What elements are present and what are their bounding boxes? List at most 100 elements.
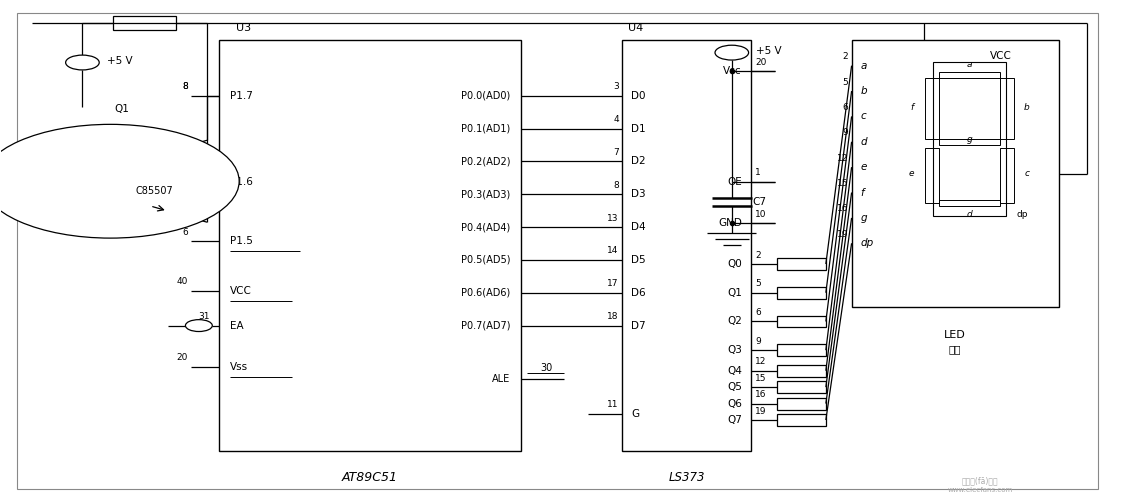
Text: D2: D2 (631, 156, 646, 166)
Text: b: b (1025, 103, 1030, 112)
Text: 8: 8 (182, 82, 187, 91)
Text: Q0: Q0 (728, 259, 742, 269)
Text: 5: 5 (843, 77, 849, 87)
Text: AT89C51: AT89C51 (342, 472, 398, 485)
Text: P0.6(AD6): P0.6(AD6) (461, 288, 510, 298)
Text: 13: 13 (608, 214, 619, 223)
Text: 20: 20 (756, 58, 767, 66)
Bar (1000, 148, 1013, 203)
Text: 19: 19 (836, 230, 849, 239)
Bar (777, 365, 826, 376)
Text: 17: 17 (608, 279, 619, 288)
Bar (938, 139, 1000, 145)
Text: 9: 9 (843, 128, 849, 137)
Text: 20: 20 (176, 353, 187, 362)
Bar (777, 287, 826, 299)
Text: 16: 16 (836, 204, 849, 213)
Text: 19: 19 (756, 407, 767, 416)
Bar (777, 414, 826, 426)
Text: P0.0(AD0): P0.0(AD0) (461, 91, 510, 101)
Bar (777, 398, 826, 410)
Text: 15: 15 (756, 374, 767, 383)
Text: Vss: Vss (230, 362, 249, 372)
Text: D0: D0 (631, 91, 646, 101)
Text: D7: D7 (631, 320, 646, 330)
Text: P0.1(AD1): P0.1(AD1) (461, 124, 510, 133)
Text: e: e (861, 162, 867, 172)
Text: www.elecfans.com: www.elecfans.com (947, 488, 1013, 494)
Text: 12: 12 (756, 357, 767, 367)
Bar (777, 258, 826, 270)
Text: 31: 31 (198, 312, 210, 321)
Text: 1: 1 (756, 169, 761, 178)
Text: 18: 18 (608, 312, 619, 321)
Text: 電子發(fā)燒友: 電子發(fā)燒友 (962, 476, 999, 485)
Text: 9: 9 (756, 337, 761, 346)
Text: +5 V: +5 V (757, 46, 782, 56)
Text: Q5: Q5 (728, 382, 742, 392)
Text: 12: 12 (837, 154, 849, 163)
Text: f: f (861, 187, 864, 197)
Text: P0.7(AD7): P0.7(AD7) (461, 320, 510, 330)
Text: C85507: C85507 (135, 186, 173, 196)
Text: 2: 2 (843, 52, 849, 61)
Text: Vcc: Vcc (723, 66, 742, 76)
Text: 7: 7 (613, 148, 619, 157)
Text: D1: D1 (631, 124, 646, 133)
Text: dp: dp (1017, 210, 1028, 219)
Text: c: c (861, 112, 867, 122)
Text: D3: D3 (631, 189, 646, 199)
Text: G: G (631, 409, 639, 419)
Text: LS373: LS373 (668, 472, 705, 485)
Text: 3: 3 (613, 82, 619, 91)
Text: b: b (861, 86, 868, 96)
Text: VCC: VCC (230, 286, 252, 296)
Text: 6: 6 (756, 308, 761, 317)
Text: 4: 4 (613, 115, 619, 124)
Bar (777, 381, 826, 393)
Text: P0.4(AD4): P0.4(AD4) (461, 222, 510, 232)
Bar (777, 344, 826, 356)
Text: 16: 16 (756, 390, 767, 399)
Bar (938, 200, 1000, 206)
Text: VCC: VCC (990, 51, 1011, 62)
Text: U3: U3 (235, 23, 251, 33)
Text: 6: 6 (843, 103, 849, 112)
Text: D6: D6 (631, 288, 646, 298)
Text: P0.3(AD3): P0.3(AD3) (461, 189, 510, 199)
Bar (925, 148, 938, 203)
Bar (219, 40, 521, 451)
Text: g: g (966, 135, 972, 144)
Text: a: a (966, 61, 972, 69)
Text: P1.7: P1.7 (230, 91, 253, 101)
Text: 30: 30 (540, 363, 552, 373)
Bar (777, 315, 826, 327)
Text: 10: 10 (756, 209, 767, 219)
Circle shape (715, 45, 749, 60)
Bar (852, 40, 1058, 308)
Bar (1000, 78, 1013, 139)
Text: d: d (966, 210, 972, 219)
Text: +5 V: +5 V (108, 56, 132, 66)
Text: Q2: Q2 (728, 316, 742, 326)
Bar (113, 16, 176, 30)
Bar (925, 78, 938, 139)
Text: D5: D5 (631, 255, 646, 265)
Text: f: f (910, 103, 914, 112)
Text: 5: 5 (756, 279, 761, 288)
Text: 8: 8 (182, 82, 187, 91)
Text: c: c (1025, 169, 1029, 178)
Text: C7: C7 (752, 197, 766, 207)
Bar (933, 62, 1006, 216)
Text: 11: 11 (608, 400, 619, 409)
Text: GND: GND (719, 218, 742, 228)
Text: 2: 2 (756, 250, 761, 259)
Text: Q1: Q1 (728, 288, 742, 298)
Text: Q3: Q3 (728, 345, 742, 355)
Text: U4: U4 (628, 23, 643, 33)
Text: 40: 40 (176, 277, 187, 286)
Text: 個位: 個位 (948, 344, 962, 355)
Text: Q1: Q1 (114, 105, 129, 115)
Text: ALE: ALE (492, 374, 510, 384)
Circle shape (66, 55, 100, 70)
